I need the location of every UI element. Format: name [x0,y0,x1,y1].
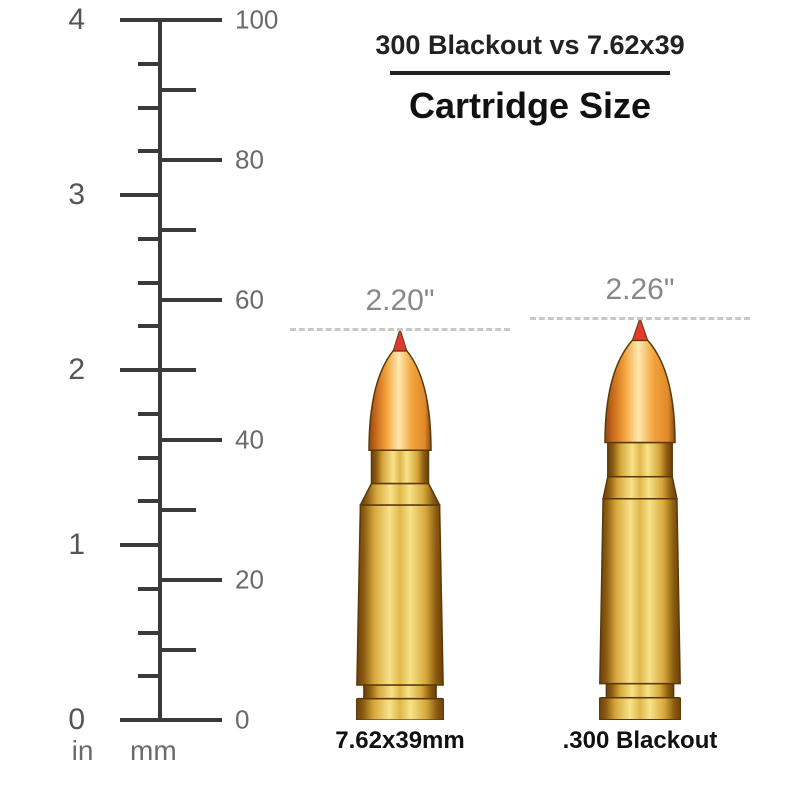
title-comparison: 300 Blackout vs 7.62x39 [300,30,760,61]
tick-in-minor [138,106,160,110]
tick-in-major [120,543,160,547]
label-mm: 0 [235,705,249,736]
tick-mm-major [160,298,222,302]
tick-in-major [120,368,160,372]
tick-mm-major [160,438,222,442]
unit-mm-label: mm [130,735,177,767]
label-in: 1 [68,528,85,562]
label-in: 4 [68,3,85,37]
label-mm: 80 [235,145,264,176]
tick-mm-major [160,578,222,582]
cartridge [599,318,681,720]
tick-mm-minor [160,648,196,652]
label-in: 0 [68,703,85,737]
tick-in-minor [138,631,160,635]
cartridge-name-label: 7.62x39mm [335,727,464,755]
tick-mm-major [160,18,222,22]
tick-mm-major [160,158,222,162]
tick-in-minor [138,674,160,678]
cartridge-height-label: 2.20" [365,284,434,318]
tick-in-minor [138,149,160,153]
unit-in-label: in [65,735,100,767]
label-in: 3 [68,178,85,212]
cartridge-name-label: .300 Blackout [563,727,718,755]
tick-in-minor [138,456,160,460]
cartridge-height-label: 2.26" [605,273,674,307]
tick-in-minor [138,499,160,503]
tick-in-minor [138,587,160,591]
label-mm: 60 [235,285,264,316]
height-guide-line [290,328,510,331]
tick-in-minor [138,324,160,328]
label-in: 2 [68,353,85,387]
label-mm: 100 [235,5,278,36]
tick-in-minor [138,237,160,241]
cartridge-svg [356,329,444,720]
ruler-unit-labels: in mm [65,735,177,767]
tick-in-major [120,193,160,197]
tick-mm-minor [160,228,196,232]
height-guide-line [530,317,750,320]
tick-in-major [120,718,160,722]
title-underline [390,71,670,75]
tick-mm-minor [160,508,196,512]
tick-in-minor [138,412,160,416]
label-mm: 40 [235,425,264,456]
label-mm: 20 [235,565,264,596]
cartridge-svg [599,318,681,720]
title-block: 300 Blackout vs 7.62x39 Cartridge Size [300,30,760,127]
tick-mm-minor [160,368,196,372]
tick-mm-minor [160,88,196,92]
tick-in-major [120,18,160,22]
cartridge [356,329,444,720]
tick-in-minor [138,62,160,66]
dual-scale-ruler: 01234020406080100 [95,20,225,720]
tick-mm-major [160,718,222,722]
title-main: Cartridge Size [300,85,760,127]
tick-in-minor [138,281,160,285]
